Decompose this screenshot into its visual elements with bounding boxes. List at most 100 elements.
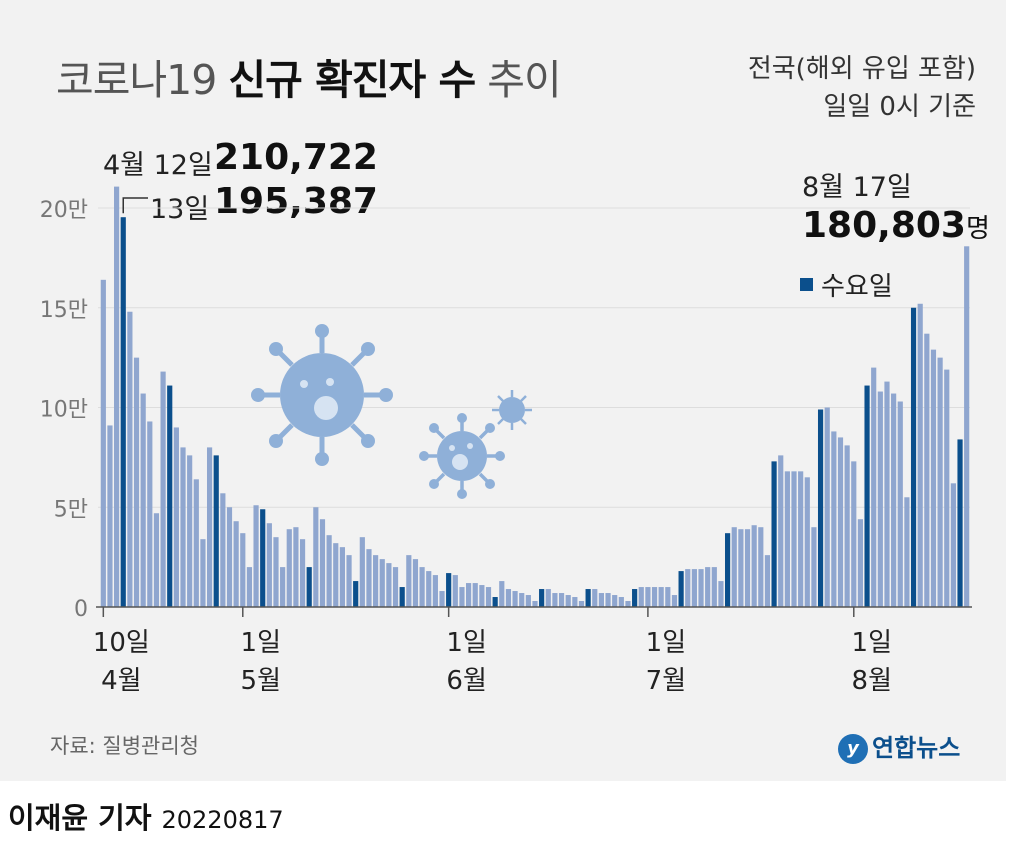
bar [253,505,259,607]
bar [160,371,166,607]
y-tick-label: 5만 [54,497,88,522]
bar [512,591,518,607]
bar [592,589,598,607]
bar [784,471,790,607]
bar [811,527,817,607]
bar [937,357,943,608]
bar [685,569,691,607]
bar [459,587,465,607]
peak1-value-label: 210,722 [214,137,378,178]
bar-wednesday [771,461,777,607]
bar [293,527,299,607]
bar [718,581,724,607]
bar [891,393,897,607]
bar-wednesday [864,385,870,607]
time-basis-note: 일일 0시 기준 [823,92,976,122]
bar-wednesday [539,589,545,607]
bar [798,471,804,607]
bar [200,539,206,607]
bar [944,369,950,607]
bar [605,593,611,607]
bar [545,589,551,607]
peak2-value-label: 195,387 [214,181,378,222]
bar [412,559,419,607]
bar [127,311,133,607]
bar [618,597,624,607]
axes: 0 5만 10만 15만 20만 10일 4월 1일 5월 1일 6월 1일 7월 1일 8월 [40,197,972,696]
bar [246,567,253,607]
bar [705,567,711,607]
legend: 수요일 [800,266,893,303]
bar [406,555,412,607]
bar [831,431,837,607]
bar [804,477,810,607]
x-tick-day-label: 1일 [646,628,686,658]
bar [193,479,199,607]
x-tick-day-label: 1일 [852,628,892,658]
x-tick-month-label: 6월 [446,666,486,696]
bar [114,186,120,608]
bar [485,587,492,607]
publisher-logo: y 연합뉴스 [838,728,960,764]
last-date-label: 8월 17일 [802,172,912,203]
bar [612,595,618,607]
bar [180,447,186,607]
bar [206,447,213,607]
bar [499,581,505,607]
x-tick-month-label: 5월 [241,666,281,696]
bar [904,497,910,607]
bar [439,591,445,607]
legend-swatch [800,278,813,291]
y-tick-label: 15만 [40,298,88,323]
bar [472,583,478,607]
bar [930,349,937,607]
bar [625,601,631,607]
bar-wednesday [399,587,405,607]
bar-wednesday [910,307,917,607]
y-tick-label: 0 [74,597,88,622]
bar [519,593,525,607]
bar-wednesday [353,581,359,607]
bar [426,571,432,607]
x-tick-day-label: 1일 [241,628,281,658]
bar [100,279,106,607]
bar [691,569,697,607]
virus-illustration-icon [251,324,532,499]
bar [744,529,751,607]
bar [837,437,844,607]
bar [147,421,153,607]
bar [373,555,379,607]
bar [240,533,246,607]
bar-wednesday [817,409,824,607]
bar [711,567,717,607]
bar [359,537,365,607]
chart-title: 코로나19 신규 확진자 수 추이 [56,56,562,104]
bar [751,525,757,607]
bar [233,521,239,607]
bar [133,357,140,608]
bar [432,575,438,607]
bar [791,471,797,607]
bar [698,569,704,607]
bar [366,549,372,607]
bar [558,593,565,607]
bar [226,507,233,607]
last-value-label: 180,803명 [802,205,990,246]
bar [658,587,664,607]
bar [187,455,193,607]
bar [824,407,830,607]
x-tick-month-label: 4월 [101,666,141,696]
bar [778,455,784,607]
bar [758,527,764,607]
bar [651,587,658,607]
bar [266,523,272,607]
bar [857,519,864,607]
bar-wednesday [632,589,638,607]
bar [326,535,332,607]
bar [671,595,678,607]
bar [738,529,744,607]
bar [379,559,385,607]
bar [479,585,485,607]
scope-note: 전국(해외 유입 포함) [747,54,976,84]
